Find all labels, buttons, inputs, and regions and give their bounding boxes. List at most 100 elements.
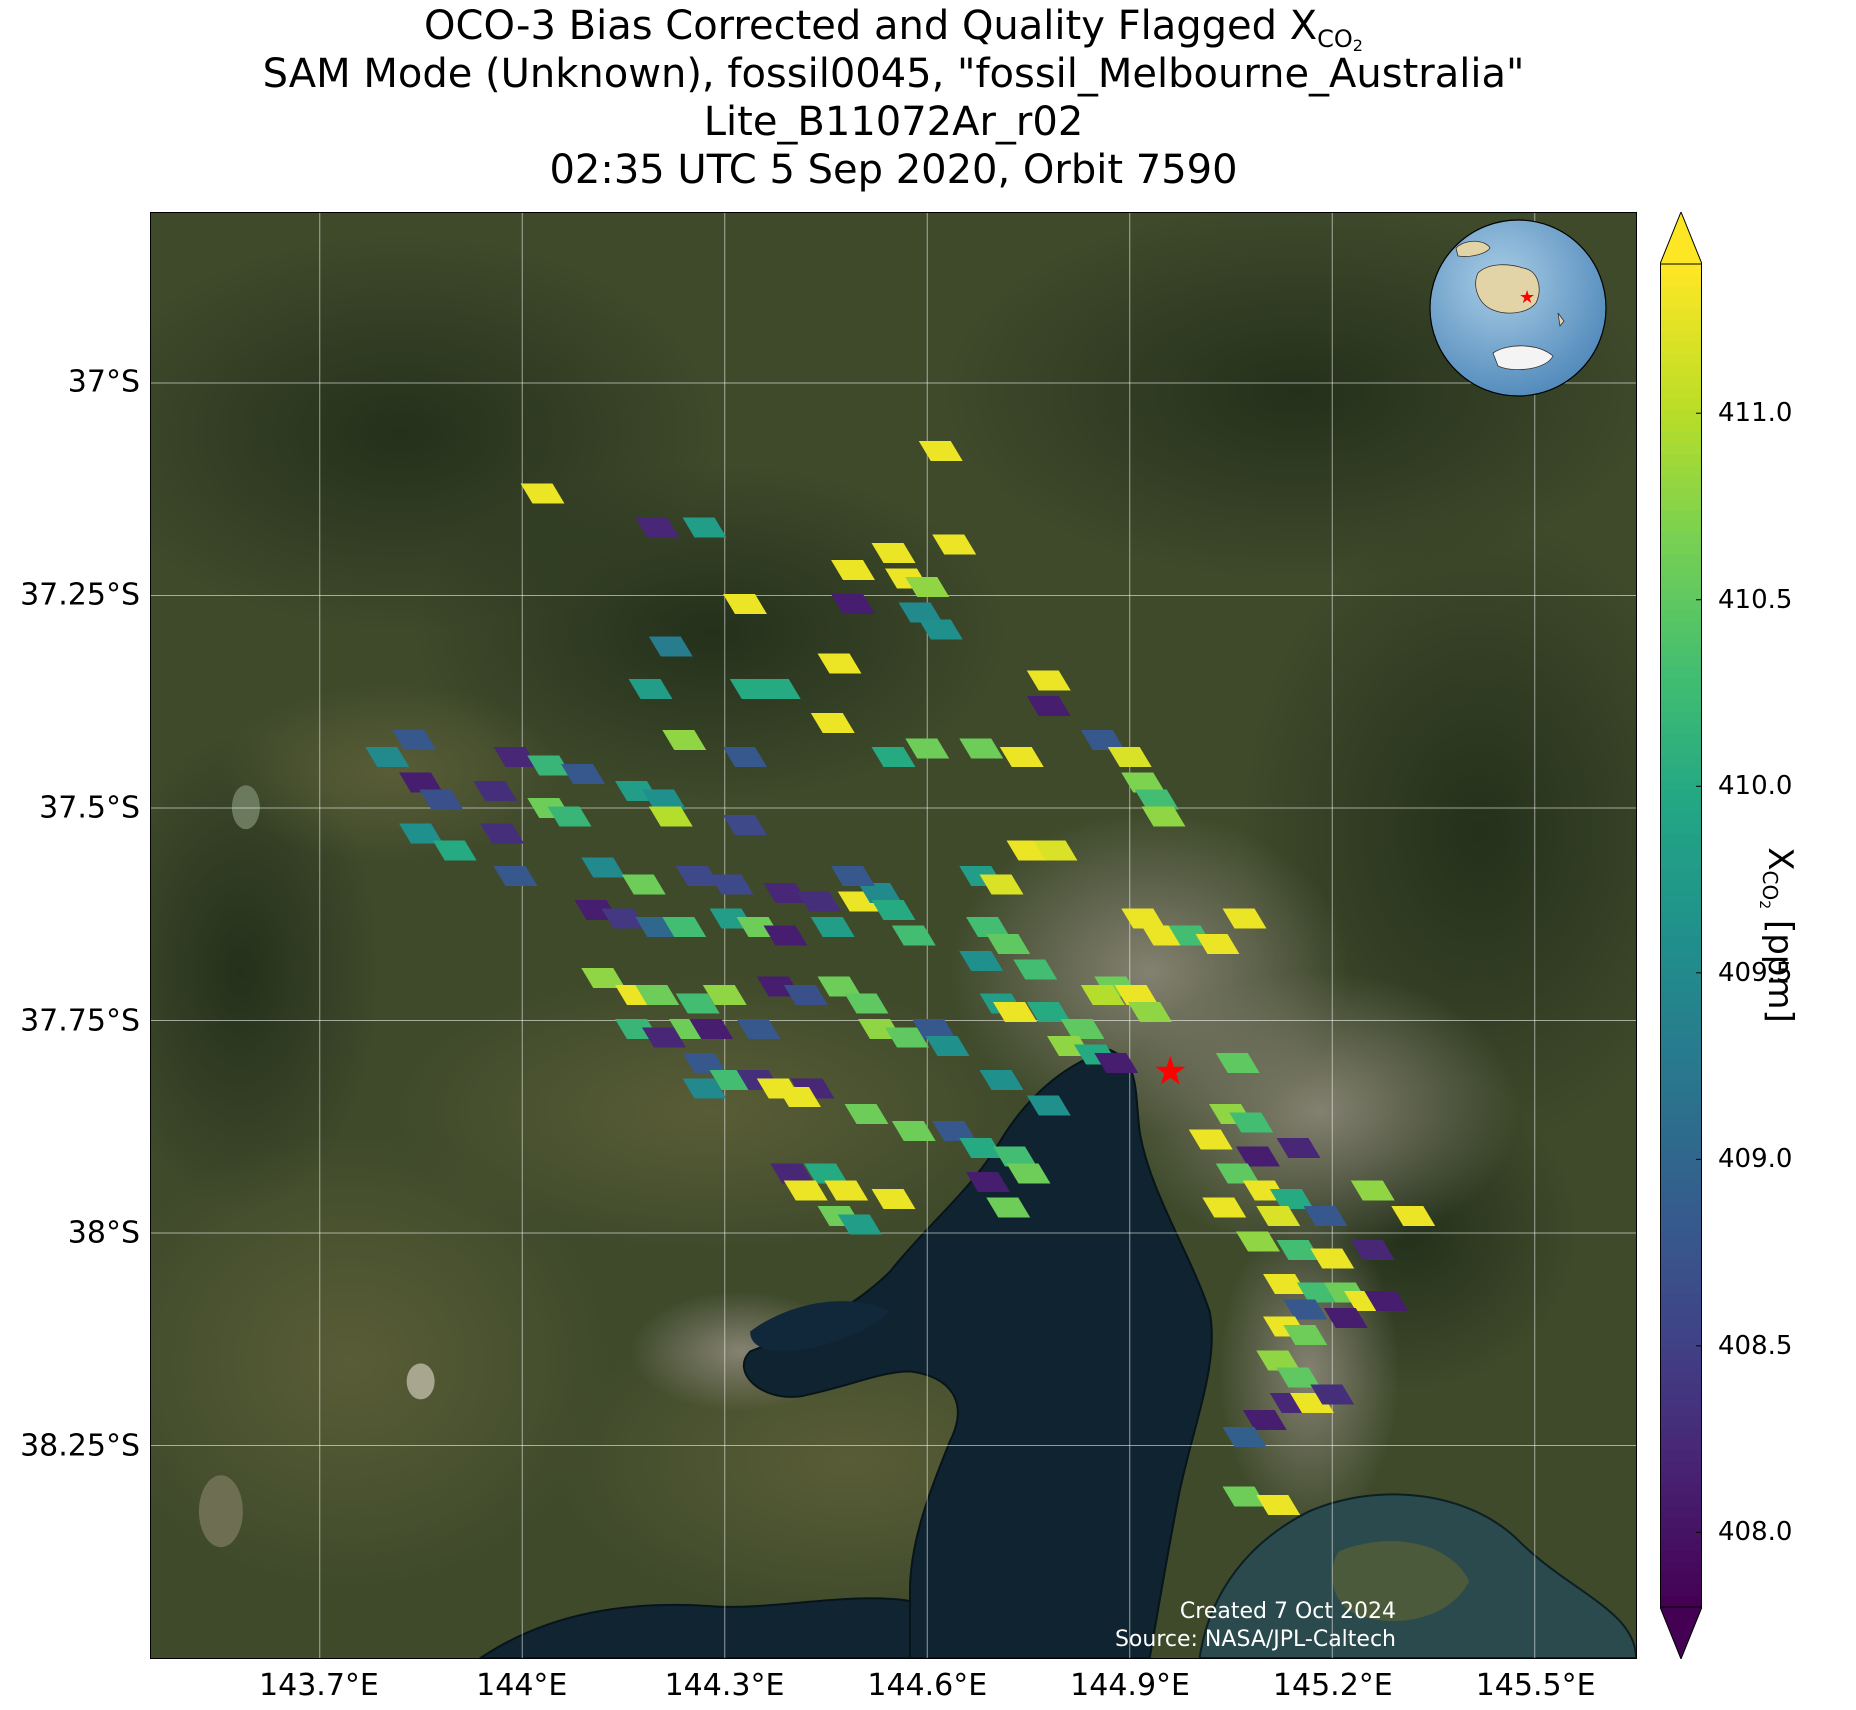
xco2-footprint — [682, 1078, 727, 1099]
colorbar-segment — [1660, 689, 1702, 702]
colorbar-segment — [1660, 946, 1702, 959]
colorbar-segment — [1660, 1517, 1702, 1530]
colorbar-segment — [1660, 1170, 1702, 1183]
colorbar-segment — [1660, 868, 1702, 881]
colorbar-segment — [1660, 1103, 1702, 1116]
colorbar-segment — [1660, 1069, 1702, 1082]
xco2-footprint — [885, 1027, 929, 1048]
xco2-footprint — [1121, 908, 1166, 929]
lat-tick-label: 37.5°S — [39, 790, 140, 826]
xco2-footprint — [493, 747, 538, 767]
xco2-footprint — [702, 985, 747, 1005]
xco2-footprint — [1283, 1299, 1328, 1320]
xco2-footprint — [844, 993, 889, 1014]
colorbar-segment — [1660, 1439, 1702, 1452]
colorbar-segment — [1660, 644, 1702, 657]
colorbar-segment — [1660, 622, 1702, 635]
lat-tick-label: 37°S — [67, 364, 140, 400]
colorbar-segment — [1660, 790, 1702, 803]
colorbar-segment — [1660, 1047, 1702, 1060]
xco2-footprint — [824, 1180, 869, 1201]
xco2-footprint — [392, 730, 437, 750]
colorbar-segment — [1660, 1327, 1702, 1340]
colorbar-segment — [1660, 767, 1702, 780]
colorbar-segment — [1660, 1562, 1702, 1575]
colorbar-segment — [1660, 924, 1702, 937]
xco2-footprint — [723, 594, 767, 614]
xco2-footprint — [1323, 1308, 1368, 1328]
xco2-footprint — [1276, 1367, 1321, 1388]
colorbar-segment — [1660, 1282, 1702, 1295]
xco2-footprint — [1060, 1019, 1105, 1039]
xco2-footprint — [763, 883, 808, 903]
xco2-footprint — [831, 594, 875, 614]
colorbar-tick-label: 411.0 — [1718, 398, 1793, 429]
xco2-footprint — [871, 900, 916, 920]
xco2-footprint — [932, 1121, 977, 1141]
lon-tick-label: 144.3°E — [664, 1668, 785, 1703]
lon-tick-label: 145.2°E — [1272, 1668, 1393, 1703]
colorbar-segment — [1660, 398, 1702, 411]
colorbar-segment — [1660, 1226, 1702, 1239]
colorbar-tick-label: 409.0 — [1718, 1144, 1793, 1175]
xco2-footprint — [648, 806, 693, 827]
xco2-footprint — [561, 764, 605, 784]
colorbar-segment — [1660, 980, 1702, 993]
xco2-footprint — [1033, 840, 1078, 861]
colorbar-segment — [1660, 487, 1702, 501]
xco2-footprint — [1080, 730, 1125, 750]
xco2-footprint — [399, 772, 443, 793]
lon-tick-label: 143.7°E — [259, 1668, 379, 1703]
colorbar-segment — [1660, 577, 1702, 590]
colorbar-segment — [1660, 1528, 1702, 1541]
colorbar-segment — [1660, 342, 1702, 355]
colorbar-segment — [1660, 1025, 1702, 1038]
xco2-footprint — [1188, 1129, 1233, 1150]
xco2-footprint — [635, 985, 680, 1005]
xco2-footprint — [831, 560, 875, 580]
xco2-footprint — [959, 738, 1004, 759]
xco2-footprint — [797, 891, 842, 912]
colorbar-segment — [1660, 1461, 1702, 1474]
xco2-footprint — [1364, 1291, 1409, 1311]
colorbar-segment — [1660, 1148, 1702, 1161]
colorbar-segment — [1660, 1371, 1702, 1385]
colorbar-segment — [1660, 1427, 1702, 1441]
colorbar-segment — [1660, 991, 1702, 1004]
colorbar-segment — [1660, 678, 1702, 691]
colorbar-segment — [1660, 1159, 1702, 1172]
colorbar-segment — [1660, 286, 1702, 299]
colorbar-segment — [1660, 521, 1702, 534]
lat-tick-label: 37.75°S — [20, 1003, 140, 1039]
xco2-footprint — [804, 1163, 848, 1184]
colorbar-segment — [1660, 1136, 1702, 1150]
xco2-footprint — [1276, 1240, 1321, 1260]
xco2-footprint — [1026, 1002, 1071, 1022]
xco2-footprint — [473, 781, 518, 801]
title-line-2: SAM Mode (Unknown), fossil0045, "fossil_… — [262, 51, 1525, 97]
xco2-footprint — [635, 517, 680, 538]
xco2-footprint — [810, 713, 855, 733]
colorbar-segment — [1660, 1092, 1702, 1105]
colorbar-segment — [1660, 1584, 1702, 1597]
colorbar-segment — [1660, 1293, 1702, 1306]
colorbar-segment — [1660, 375, 1702, 389]
xco2-footprint — [520, 483, 565, 504]
lat-tick-label: 38°S — [67, 1215, 140, 1251]
xco2-footprint — [925, 1036, 970, 1056]
xco2-footprint — [858, 883, 902, 903]
colorbar-segment — [1660, 409, 1702, 422]
colorbar-tick-label: 410.0 — [1718, 771, 1793, 802]
colorbar-segment — [1660, 1192, 1702, 1206]
colorbar-segment — [1660, 711, 1702, 724]
colorbar-segment — [1660, 845, 1702, 859]
colorbar-segment — [1660, 834, 1702, 847]
xco2-footprint — [1026, 670, 1071, 691]
target-star-icon: ★ — [1152, 1049, 1188, 1095]
xco2-footprint — [736, 1019, 781, 1039]
lon-tick-label: 144.6°E — [867, 1668, 988, 1703]
colorbar-tick-label: 410.5 — [1718, 584, 1793, 615]
colorbar-segment — [1660, 431, 1702, 445]
xco2-footprint — [891, 925, 936, 946]
colorbar-segment — [1660, 745, 1702, 758]
